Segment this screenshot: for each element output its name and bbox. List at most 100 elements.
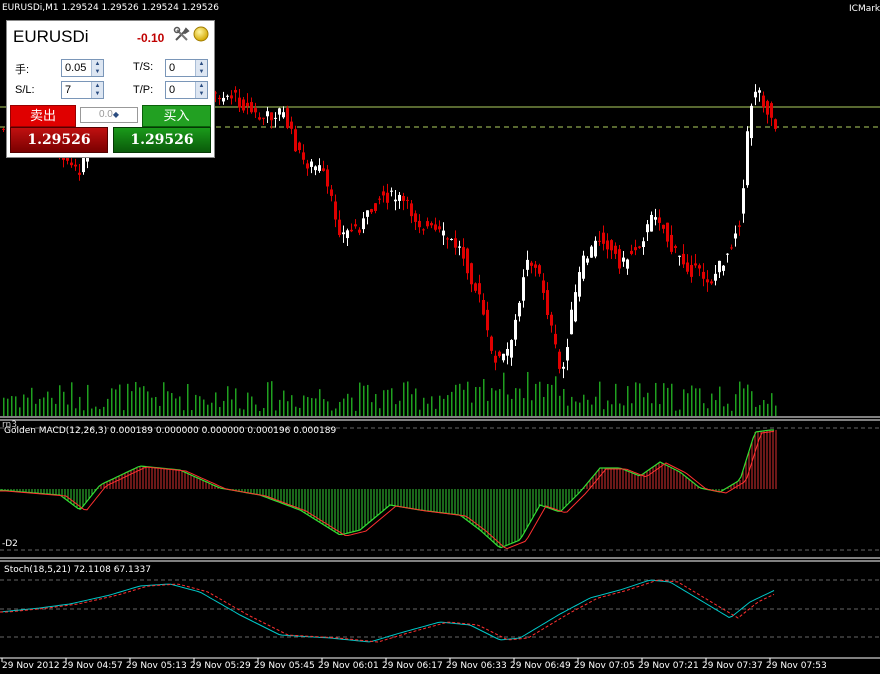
sell-button[interactable]: 卖出 [10,105,76,127]
volume-bar [115,389,117,416]
candle [542,280,545,293]
candle [342,232,345,235]
candle [246,102,249,107]
candle [746,131,749,186]
candle [314,166,317,171]
volume-bar [143,386,145,416]
candle [458,246,461,248]
volume-bar [755,406,757,416]
tp-value: 0 [169,84,176,96]
candle [426,221,429,227]
coin-icon[interactable] [193,26,209,42]
volume-bar [655,382,657,416]
volume-bar [531,400,533,416]
sl-value: 7 [65,84,72,96]
volume-bar [51,397,53,416]
volume-bar [267,382,269,416]
candle [522,277,525,301]
volume-bar [639,383,641,416]
candle [402,195,405,201]
volume-bar [183,410,185,416]
volume-bar [399,400,401,416]
volume-bar [255,404,257,416]
volume-bar [635,382,637,416]
candle [74,164,77,167]
candle [406,199,409,201]
volume-bar [155,396,157,416]
volume-bar [691,385,693,416]
ts-value: 0 [169,62,176,74]
volume-bar [111,388,113,416]
volume-bar [91,408,93,416]
candle [490,336,493,351]
volume-bar [295,406,297,416]
volume-bar [339,401,341,416]
updown-icon: ◆ [112,110,120,119]
volume-bar [679,409,681,416]
stoch-signal-line [0,579,775,643]
volume-bar [615,383,617,416]
candle [610,240,613,251]
volume-bar [583,394,585,416]
trade-panel: EURUSDi -0.10 手: 0.05 ▲ ▼ T/S: 0 ▲ ▼ S/L: … [6,20,215,158]
candle [286,108,289,128]
stepper-arrows-icon[interactable]: ▲ ▼ [195,82,207,98]
volume-bar [427,403,429,416]
candle [386,192,389,203]
buy-price-button[interactable]: 1.29526 [113,127,211,153]
sell-price-button[interactable]: 1.29526 [10,127,108,153]
volume-bar [7,398,9,416]
volume-bar [207,404,209,416]
volume-bar [35,403,37,416]
stepper-arrows-icon[interactable]: ▲ ▼ [91,60,103,76]
time-axis-label: 29 Nov 2012 [2,661,60,671]
time-axis-label: 29 Nov 07:53 [766,661,827,671]
stepper-arrows-icon[interactable]: ▲ ▼ [195,60,207,76]
candle [742,188,745,214]
candle [594,240,597,257]
candle [758,90,761,93]
buy-button[interactable]: 买入 [142,105,211,127]
candle [374,203,377,211]
candle [294,129,297,152]
lots-stepper[interactable]: 0.05 ▲ ▼ [61,59,104,77]
candle [698,265,701,269]
stepper-arrows-icon[interactable]: ▲ ▼ [91,82,103,98]
candle [346,230,349,239]
ts-stepper[interactable]: 0 ▲ ▼ [165,59,208,77]
volume-bar [259,410,261,416]
candle [526,259,529,270]
candle [690,264,693,277]
candle [302,152,305,160]
sl-stepper[interactable]: 7 ▲ ▼ [61,81,104,99]
volume-bar [243,409,245,416]
candle [410,203,413,217]
macd-label: Golden MACD(12,26,3) 0.000189 0.000000 0… [4,426,337,436]
candle [570,309,573,335]
candle [658,217,661,223]
macd-line [0,429,774,549]
tools-icon[interactable] [173,26,191,44]
volume-bar [643,397,645,416]
volume-bar [387,389,389,416]
volume-bar [775,405,777,416]
volume-bar [703,403,705,416]
candle [518,302,521,317]
volume-bar [167,391,169,416]
volume-bar [335,408,337,416]
volume-bar [247,392,249,416]
volume-bar [559,395,561,416]
candle [78,172,81,175]
volume-bar [219,407,221,416]
volume-bar [287,401,289,416]
candle [378,198,381,200]
candle [214,92,217,94]
candle [450,238,453,240]
candle [394,199,397,202]
candle [298,142,301,151]
middle-field[interactable]: 0.0◆ [80,107,138,123]
tp-stepper[interactable]: 0 ▲ ▼ [165,81,208,99]
volume-bar [443,398,445,416]
candle [250,102,253,113]
candle [766,101,769,115]
